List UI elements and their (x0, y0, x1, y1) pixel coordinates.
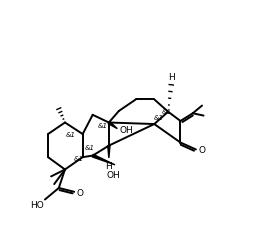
Text: &1: &1 (162, 109, 172, 115)
Polygon shape (108, 121, 117, 129)
Text: OH: OH (107, 171, 120, 180)
Text: HO: HO (30, 201, 43, 210)
Text: H: H (105, 162, 111, 171)
Text: &1: &1 (98, 123, 108, 129)
Text: &1: &1 (154, 115, 164, 121)
Text: OH: OH (120, 126, 133, 135)
Text: &1: &1 (85, 145, 95, 151)
Polygon shape (108, 146, 110, 158)
Text: H: H (168, 74, 175, 82)
Text: O: O (77, 189, 84, 198)
Polygon shape (92, 154, 115, 165)
Text: &1: &1 (66, 132, 76, 138)
Text: O: O (198, 147, 205, 155)
Text: &1: &1 (74, 156, 84, 163)
